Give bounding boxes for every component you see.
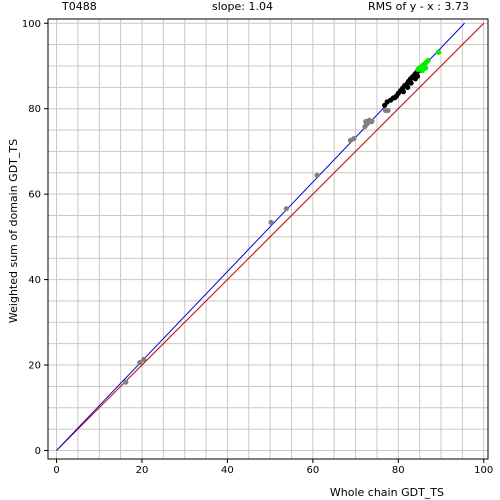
y-tick-label: 60 bbox=[28, 190, 41, 201]
data-point bbox=[369, 118, 375, 125]
data-point bbox=[423, 65, 429, 71]
data-point bbox=[268, 219, 274, 225]
y-axis-label: Weighted sum of domain GDT_TS bbox=[7, 139, 20, 323]
x-tick-label: 20 bbox=[136, 465, 149, 476]
plot-frame bbox=[47, 18, 489, 460]
rms-label: RMS of y - x : 3.73 bbox=[368, 0, 469, 13]
y-tick-label: 20 bbox=[28, 361, 41, 372]
data-point bbox=[435, 49, 442, 55]
slope-label: slope: 1.04 bbox=[212, 0, 273, 13]
data-point bbox=[408, 80, 414, 86]
x-tick-label: 60 bbox=[306, 465, 319, 476]
x-axis-label: Whole chain GDT_TS bbox=[330, 486, 444, 499]
data-point bbox=[351, 136, 357, 142]
data-point bbox=[400, 89, 407, 95]
identity-line bbox=[56, 22, 485, 451]
y-tick-label: 0 bbox=[35, 446, 41, 457]
data-point bbox=[385, 107, 391, 114]
data-point bbox=[141, 356, 147, 363]
data-point bbox=[283, 206, 289, 212]
data-point bbox=[123, 379, 129, 385]
target-id-label: T0488 bbox=[62, 0, 97, 13]
grid bbox=[48, 19, 488, 459]
data-point bbox=[314, 172, 320, 178]
x-tick-label: 0 bbox=[53, 465, 59, 476]
y-tick-label: 80 bbox=[28, 104, 41, 115]
data-point bbox=[425, 57, 431, 64]
data-point bbox=[414, 73, 421, 79]
axis-ticks: 0 20 40 60 80 100 0 20 40 60 80 100 bbox=[22, 19, 493, 476]
x-tick-label: 80 bbox=[392, 465, 405, 476]
data-point bbox=[392, 95, 398, 101]
y-tick-label: 100 bbox=[22, 19, 41, 30]
data-point bbox=[137, 359, 143, 366]
y-tick-label: 40 bbox=[28, 275, 41, 286]
data-points bbox=[123, 49, 442, 385]
x-tick-label: 100 bbox=[474, 465, 493, 476]
data-point bbox=[405, 84, 411, 90]
x-tick-label: 40 bbox=[221, 465, 234, 476]
